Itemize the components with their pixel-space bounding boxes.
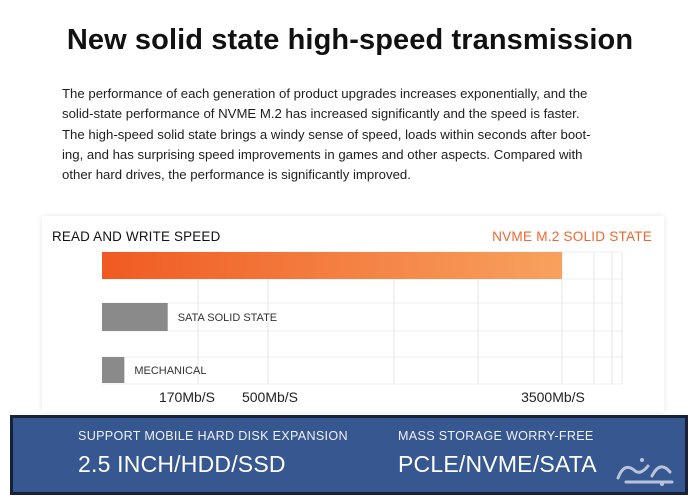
chart-ticks: 170Mb/S 500Mb/S 3500Mb/S <box>159 389 585 405</box>
bar-nvme <box>102 252 562 279</box>
tick-label: 3500Mb/S <box>521 389 585 405</box>
description-line: solid-state performance of NVME M.2 has … <box>62 106 580 122</box>
bar-mechanical-label: MECHANICAL <box>134 365 206 377</box>
description-line: The performance of each generation of pr… <box>62 86 588 101</box>
description-text: The performance of each generation of pr… <box>62 84 642 185</box>
description-line: other hard drives, the performance is si… <box>62 167 411 183</box>
banner-left: SUPPORT MOBILE HARD DISK EXPANSION 2.5 I… <box>78 429 348 478</box>
bar-sata-label: SATA SOLID STATE <box>178 312 277 324</box>
page-title: New solid state high-speed transmission <box>66 24 634 56</box>
banner-left-headline: 2.5 INCH/HDD/SSD <box>78 451 286 477</box>
bar-mechanical <box>102 357 125 383</box>
tick-label: 170Mb/S <box>159 389 215 405</box>
tick-label: 500Mb/S <box>242 389 298 405</box>
bar-sata <box>102 303 168 331</box>
banner-right-caption: MASS STORAGE WORRY-FREE <box>398 429 594 443</box>
banner-left-caption: SUPPORT MOBILE HARD DISK EXPANSION <box>78 429 348 443</box>
banner-right: MASS STORAGE WORRY-FREE PCLE/NVME/SATA <box>398 429 597 478</box>
chart-bars: SATA SOLID STATE MECHANICAL <box>102 252 562 383</box>
watermark-logo-icon <box>616 458 674 486</box>
chart-title: READ AND WRITE SPEED <box>52 229 221 244</box>
description-line: The high-speed solid state brings a wind… <box>62 126 591 142</box>
description-line: ing, and has surprising speed improvemen… <box>62 146 583 162</box>
banner-right-headline: PCLE/NVME/SATA <box>398 451 597 477</box>
legend-nvme: NVME M.2 SOLID STATE <box>492 229 652 244</box>
feature-banner: SUPPORT MOBILE HARD DISK EXPANSION 2.5 I… <box>10 415 688 495</box>
